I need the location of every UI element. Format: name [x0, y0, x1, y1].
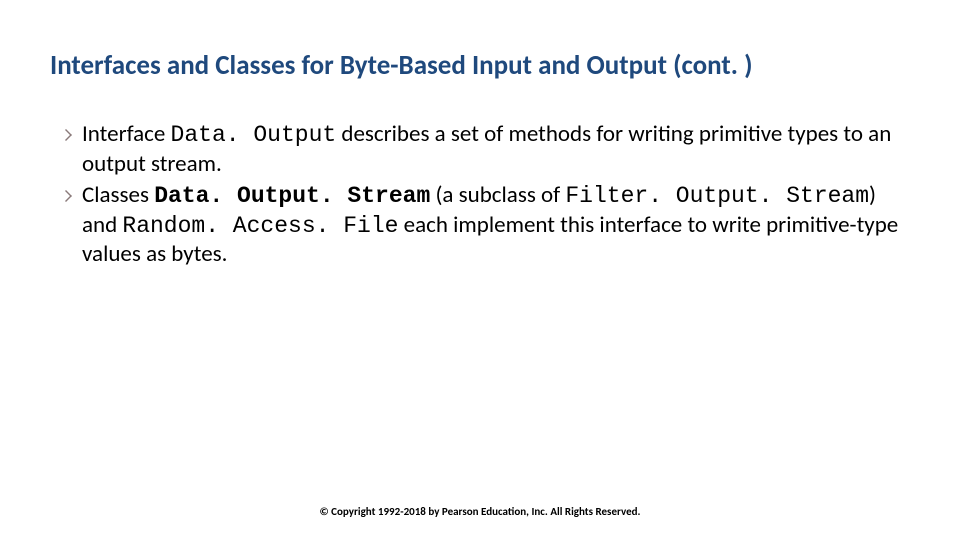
text-segment: Classes — [82, 181, 154, 209]
copyright-footer: © Copyright 1992-2018 by Pearson Educati… — [0, 505, 960, 518]
text-segment: Data. Output. Stream — [154, 183, 430, 209]
text-segment: (a subclass of — [430, 181, 565, 209]
slide: Interfaces and Classes for Byte-Based In… — [0, 0, 960, 540]
text-segment: Data. Output — [171, 122, 337, 148]
slide-title: Interfaces and Classes for Byte-Based In… — [50, 50, 910, 82]
bullet-item: Classes Data. Output. Stream (a subclass… — [60, 181, 910, 269]
text-segment: Interface — [82, 120, 171, 148]
bullet-list: Interface Data. Output describes a set o… — [50, 120, 910, 269]
bullet-item: Interface Data. Output describes a set o… — [60, 120, 910, 179]
text-segment: Random. Access. File — [122, 213, 398, 239]
text-segment: Filter. Output. Stream — [565, 183, 869, 209]
